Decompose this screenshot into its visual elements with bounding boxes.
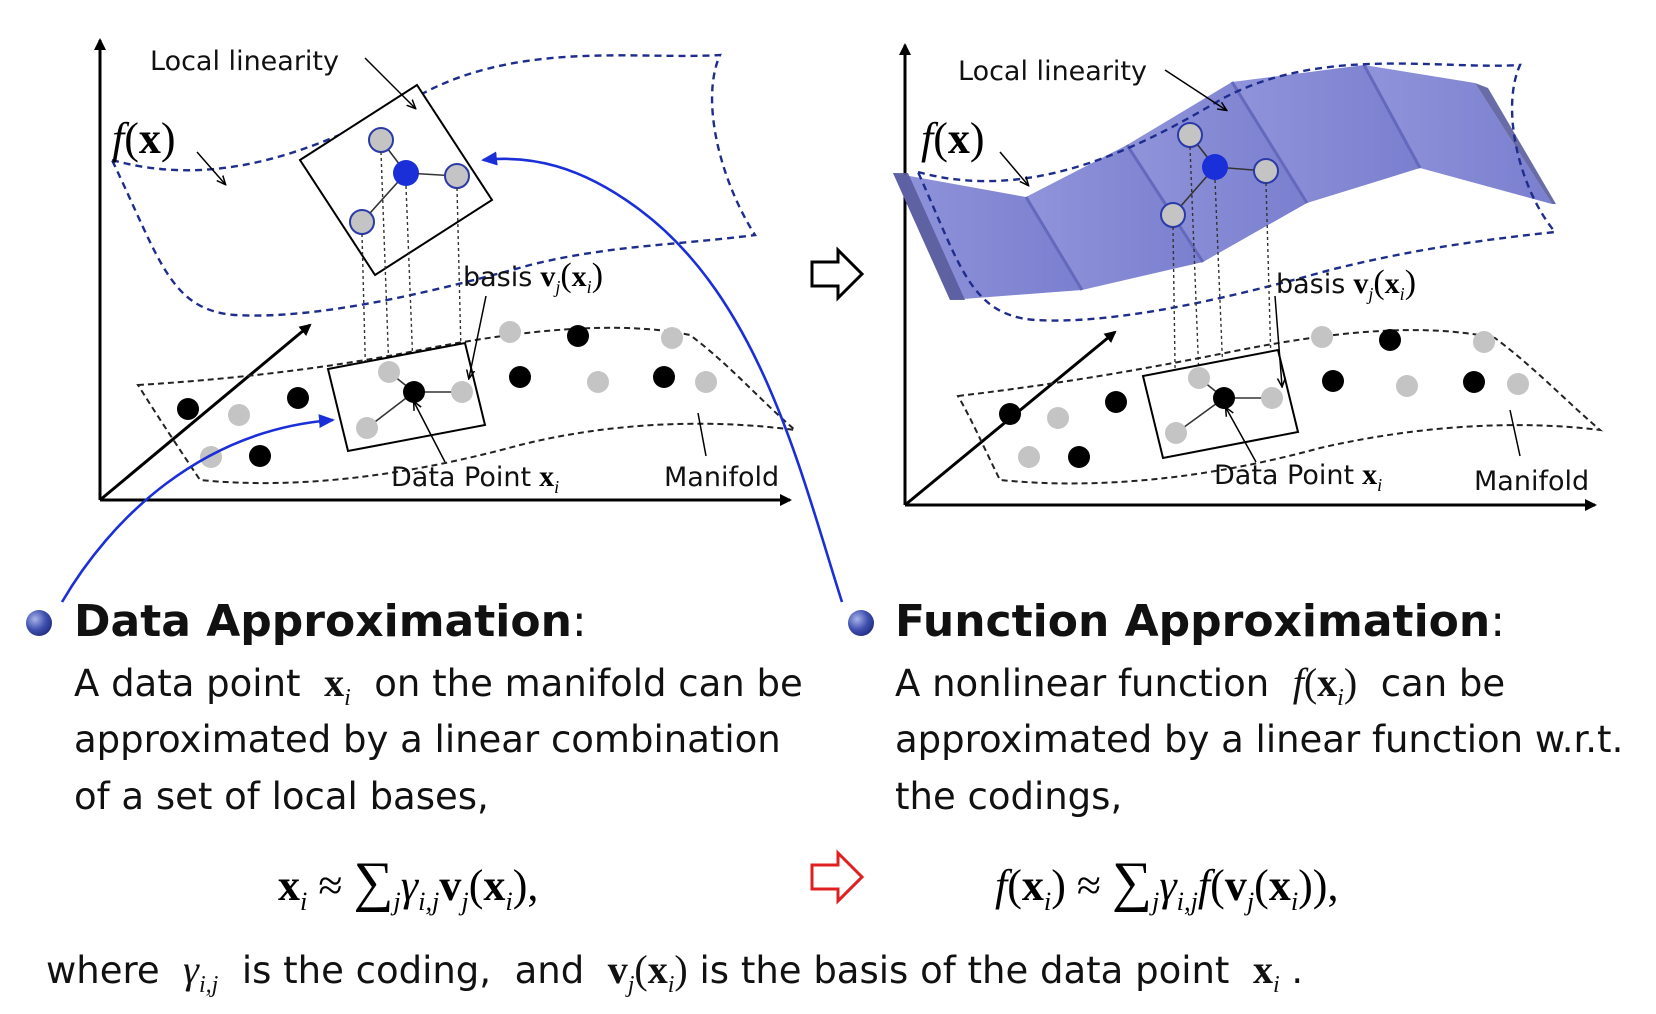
left-function-label: f(x): [112, 114, 176, 163]
footer-prefix: where: [46, 949, 160, 992]
left-manifold-points: [177, 321, 717, 468]
left-data-point-label: Data Point xi: [391, 460, 559, 497]
data-approximation-line3: of a set of local bases,: [74, 775, 489, 818]
right-data-point-label: Data Point xi: [1214, 458, 1382, 495]
footer-suffix: is the basis of the data point: [699, 949, 1230, 992]
right-local-linearity-label: Local linearity: [958, 56, 1147, 87]
left-basis-label: basis vj(xi): [463, 257, 603, 297]
data-approximation-heading-text: Data Approximation: [74, 596, 572, 647]
fa-line1-math: f(xi): [1292, 660, 1358, 711]
left-manifold-label: Manifold: [664, 462, 779, 493]
function-approximation-line3: the codings,: [895, 775, 1123, 818]
footer-basis: vj(xi): [607, 947, 688, 998]
footer-line: where γi,j is the coding, and vj(xi) is …: [46, 947, 1304, 998]
function-approximation-line2: approximated by a linear function w.r.t.: [895, 718, 1624, 761]
footer-gamma: γi,j: [183, 947, 219, 998]
right-function-surface: [915, 62, 1558, 322]
data-approximation-bullet-icon: [26, 610, 52, 636]
da-line1-math: xi: [324, 660, 351, 711]
function-approximation-heading-text: Function Approximation: [895, 596, 1491, 647]
function-approximation-line1: A nonlinear function f(xi) can be: [895, 654, 1505, 727]
left-box-points: [349, 127, 470, 235]
footer-middle1: is the coding,: [241, 949, 492, 992]
data-approximation-line2: approximated by a linear combination: [74, 718, 781, 761]
right-data-box-points: [1165, 367, 1283, 444]
right-function-label: f(x): [921, 114, 985, 163]
panel-transition-arrow: [810, 246, 865, 302]
footer-x: xi: [1252, 947, 1280, 998]
right-linear-patches: [893, 64, 1556, 300]
right-manifold: [956, 329, 1604, 485]
left-panel: Local linearity f(x) basis vj(xi) Data Po…: [94, 38, 799, 506]
data-approximation-equation: xi ≈ ∑jγi,jvj(xi),: [278, 851, 539, 916]
fa-line1-prefix: A nonlinear function: [895, 662, 1270, 705]
data-approximation-connector: [60, 414, 335, 603]
function-approximation-equation: f(xi) ≈ ∑jγi,jf(vj(xi)),: [995, 851, 1339, 916]
data-approximation-heading: Data Approximation:: [74, 596, 587, 647]
left-z-axis: [99, 323, 312, 502]
right-surface-points: [1160, 122, 1279, 228]
right-panel: Local linearity f(x) basis vj(xi) Data Po…: [893, 43, 1604, 511]
function-approximation-connector: [481, 151, 844, 603]
left-manifold: [136, 326, 799, 485]
data-approximation-line1: A data point xi on the manifold can be: [74, 654, 803, 727]
fa-line1-suffix: can be: [1380, 662, 1506, 705]
right-manifold-label: Manifold: [1474, 466, 1589, 497]
left-data-box-points: [356, 361, 473, 439]
function-approximation-bullet-icon: [848, 610, 874, 636]
right-basis-label: basis vj(xi): [1276, 264, 1416, 304]
footer-middle2: and: [514, 949, 585, 992]
right-manifold-points: [999, 326, 1529, 468]
left-local-linearity-label: Local linearity: [150, 46, 339, 77]
da-line1-suffix: on the manifold can be: [374, 662, 803, 705]
equation-transition-arrow: [810, 849, 865, 905]
function-approximation-heading: Function Approximation:: [895, 596, 1506, 647]
da-line1-prefix: A data point: [74, 662, 301, 705]
